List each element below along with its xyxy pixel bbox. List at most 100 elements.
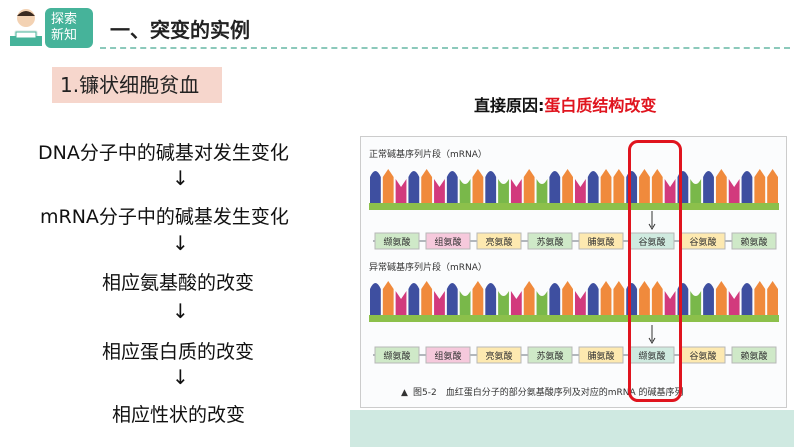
nucleotide-base [472, 169, 484, 203]
nucleotide-base [523, 281, 535, 315]
mrna-backbone [369, 315, 779, 322]
nucleotide-base [651, 281, 663, 315]
nucleotide-base [754, 169, 766, 203]
nucleotide-base [562, 169, 573, 203]
amino-acid-box [374, 232, 420, 250]
nucleotide-base [651, 169, 663, 203]
step-protein: 相应蛋白质的改变 [102, 341, 255, 363]
nucleotide-base [510, 179, 522, 203]
direct-cause-highlight: 蛋白质结构改变 [544, 96, 657, 115]
nucleotide-base [408, 171, 420, 203]
nucleotide-base [715, 281, 727, 315]
step-amino-acid: 相应氨基酸的改变 [102, 272, 255, 294]
amino-acid-label: 组氨酸 [434, 350, 461, 362]
abnormal-sequence-label: 异常碱基序列片段（mRNA） [369, 261, 487, 273]
down-arrow-icon: ↓ [172, 231, 189, 255]
amino-acid-label: 脯氨酸 [587, 236, 614, 248]
nucleotide-base [664, 291, 676, 315]
badge-line-2: 新知 [51, 28, 78, 43]
nucleotide-base [421, 281, 433, 315]
nucleotide-base [600, 169, 612, 203]
amino-acid-label: 苏氨酸 [536, 350, 563, 362]
nucleotide-base [575, 291, 586, 315]
step-mrna: mRNA分子中的碱基发生变化 [40, 206, 289, 228]
amino-acid-box [374, 346, 420, 364]
header: 探索 新知 一、突变的实例 [0, 0, 794, 52]
section-badge: 探索 新知 [45, 8, 93, 48]
amino-acid-box [527, 346, 573, 364]
page-title: 一、突变的实例 [110, 18, 250, 42]
nucleotide-base [587, 171, 599, 203]
nucleotide-base [703, 283, 714, 315]
nucleotide-base [485, 283, 497, 315]
amino-acid-label: 缬氨酸 [638, 350, 665, 362]
abnormal-amino-row: 缬氨酸 组氨酸 亮氨酸 苏氨酸 脯氨酸 缬氨酸 谷氨酸 赖氨酸 [373, 325, 777, 364]
down-arrow-icon: ↓ [172, 365, 189, 389]
amino-acid-box [527, 232, 573, 250]
step-trait: 相应性状的改变 [112, 404, 246, 426]
amino-acid-box [578, 346, 624, 364]
nucleotide-base [395, 291, 407, 315]
nucleotide-base [549, 171, 561, 203]
student-reading-icon [10, 9, 42, 46]
amino-acid-label: 谷氨酸 [638, 236, 665, 248]
amino-acid-label: 亮氨酸 [485, 350, 512, 362]
normal-sequence-label: 正常碱基序列片段（mRNA） [369, 148, 487, 160]
nucleotide-base [382, 281, 394, 315]
nucleotide-base [728, 179, 740, 203]
nucleotide-base [741, 283, 753, 315]
nucleotide-base [767, 281, 778, 315]
nucleotide-base [459, 179, 471, 203]
nucleotide-base [459, 291, 471, 315]
mutation-highlight-box [628, 140, 682, 402]
nucleotide-base [523, 169, 535, 203]
nucleotide-base [434, 291, 445, 315]
nucleotide-base [664, 179, 676, 203]
nucleotide-base [382, 169, 394, 203]
nucleotide-base [690, 291, 702, 315]
nucleotide-base [510, 291, 522, 315]
nucleotide-base [498, 179, 509, 203]
amino-acid-label: 赖氨酸 [740, 350, 767, 362]
caption-marker: ▲ [401, 388, 408, 398]
mrna-figure: 正常碱基序列片段（mRNA） 缬氨酸 组氨酸 亮氨酸 苏氨酸 脯氨酸 谷氨酸 谷氨酸 赖氨酸 … [360, 136, 787, 408]
down-arrow-icon: ↓ [172, 299, 189, 323]
amino-acid-label: 苏氨酸 [536, 236, 563, 248]
nucleotide-base [613, 169, 625, 203]
nucleotide-base [395, 179, 407, 203]
nucleotide-base [446, 283, 458, 315]
nucleotide-base [562, 281, 573, 315]
section-subtitle: 1.镰状细胞贫血 [52, 67, 222, 103]
abnormal-strand [369, 281, 779, 322]
amino-acid-label: 亮氨酸 [485, 236, 512, 248]
mrna-backbone [369, 203, 779, 210]
amino-acid-box [425, 346, 471, 364]
translation-arrow-icon [648, 325, 656, 344]
amino-acid-box [425, 232, 471, 250]
nucleotide-base [639, 281, 650, 315]
amino-acid-label: 谷氨酸 [689, 350, 716, 362]
figure-caption: 图5-2 血红蛋白分子的部分氨基酸序列及对应的mRNA 的碱基序列 [413, 386, 683, 398]
badge-line-1: 探索 [51, 12, 78, 27]
nucleotide-base [728, 291, 740, 315]
nucleotide-base [587, 283, 599, 315]
nucleotide-base [690, 179, 702, 203]
nucleotide-base [536, 291, 548, 315]
nucleotide-base [536, 179, 548, 203]
nucleotide-base [613, 281, 625, 315]
nucleotide-base [754, 281, 766, 315]
nucleotide-base [498, 291, 509, 315]
nucleotide-base [446, 171, 458, 203]
nucleotide-base [421, 169, 433, 203]
amino-acid-label: 组氨酸 [434, 236, 461, 248]
nucleotide-base [639, 169, 650, 203]
amino-acid-box [578, 232, 624, 250]
nucleotide-base [741, 171, 753, 203]
header-divider [100, 47, 790, 49]
step-dna: DNA分子中的碱基对发生变化 [38, 142, 289, 164]
nucleotide-base [549, 283, 561, 315]
nucleotide-base [370, 171, 381, 203]
amino-acid-box [476, 346, 522, 364]
amino-acid-label: 赖氨酸 [740, 236, 767, 248]
amino-acid-box [731, 232, 777, 250]
